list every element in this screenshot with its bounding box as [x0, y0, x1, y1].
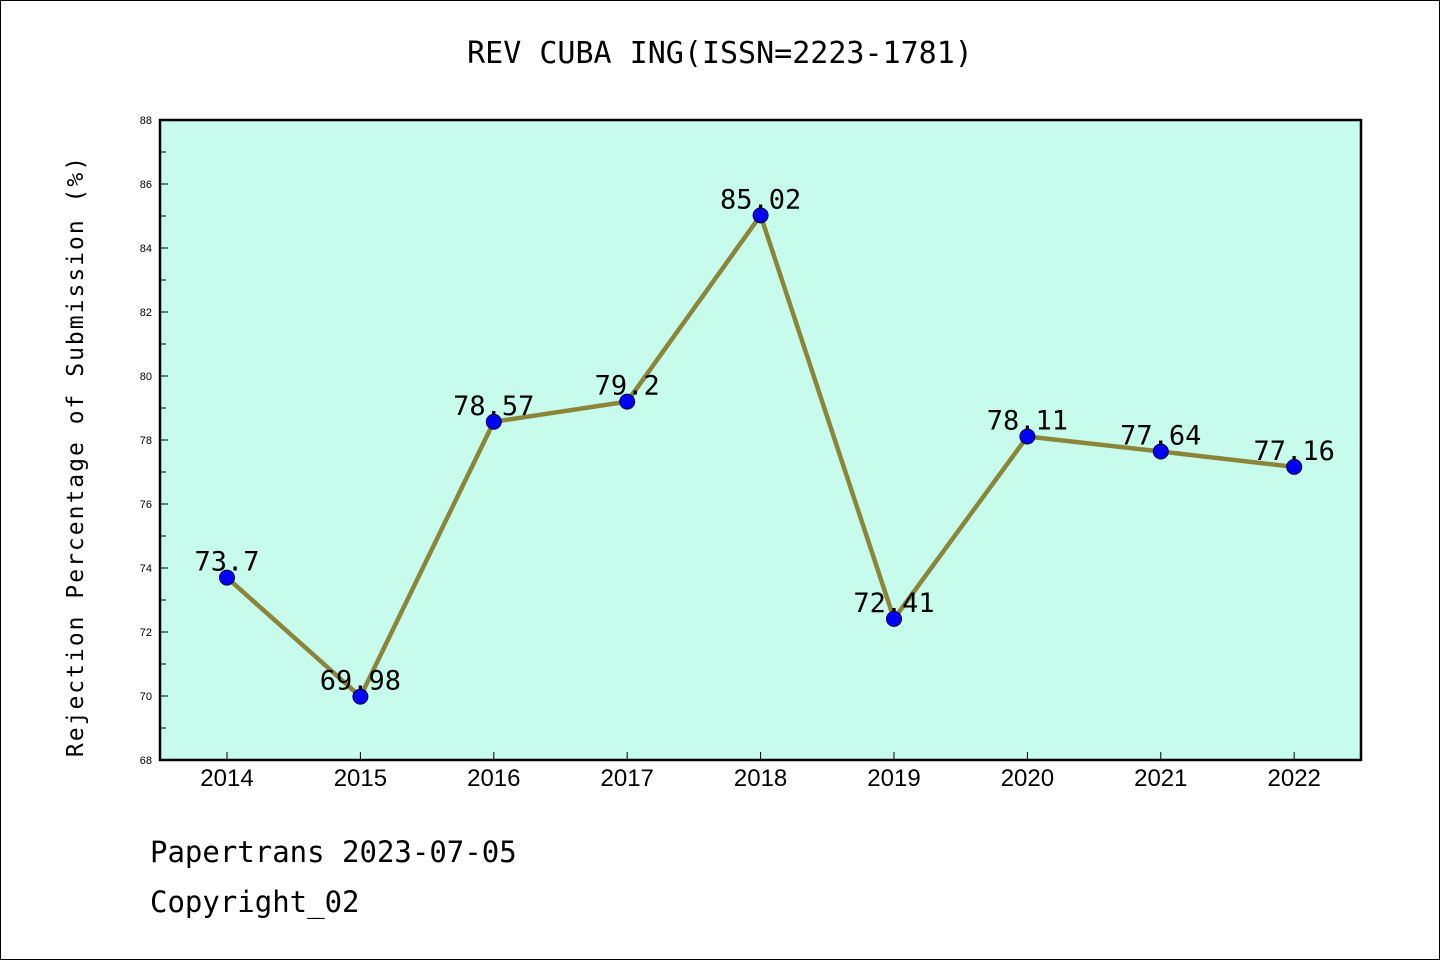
data-label: 85.02 — [720, 184, 801, 215]
y-axis-label: Rejection Percentage of Submission (%) — [63, 154, 89, 758]
y-tick-label: 72 — [140, 627, 152, 639]
y-axis: 68 70 72 74 76 78 80 82 84 86 88 — [140, 115, 168, 767]
y-tick-label: 68 — [140, 755, 152, 767]
plot-area — [158, 118, 1363, 762]
y-tick-label: 78 — [140, 435, 152, 447]
y-tick-label: 86 — [140, 179, 152, 191]
data-point — [219, 569, 235, 586]
y-tick-label: 76 — [140, 499, 152, 511]
data-label: 77.64 — [1120, 421, 1201, 452]
data-label: 77.16 — [1254, 436, 1335, 467]
x-tick-label: 2018 — [734, 765, 787, 792]
data-point — [1286, 458, 1303, 475]
data-point — [886, 610, 902, 627]
data-label: 78.11 — [987, 405, 1068, 436]
data-label: 79.2 — [595, 371, 660, 402]
y-tick-label: 80 — [140, 371, 152, 383]
footer-copyright: Copyright_02 — [150, 885, 360, 919]
x-tick-label: 2021 — [1134, 765, 1187, 792]
data-point — [352, 688, 369, 705]
x-tick-label: 2019 — [867, 765, 920, 792]
y-tick-label: 70 — [140, 691, 152, 703]
chart-title: REV CUBA ING(ISSN=2223-1781) — [467, 36, 973, 71]
x-tick-label: 2015 — [334, 765, 387, 792]
x-tick-label: 2016 — [467, 765, 520, 792]
data-point — [1152, 443, 1169, 460]
data-point — [485, 413, 502, 430]
x-tick-label: 2022 — [1268, 765, 1321, 792]
y-tick-label: 88 — [140, 115, 152, 127]
x-tick-label: 2014 — [200, 765, 253, 792]
footer-date: Papertrans 2023-07-05 — [150, 835, 517, 869]
data-markers — [219, 207, 1303, 705]
x-tick-label: 2020 — [1001, 765, 1054, 792]
y-tick-label: 84 — [140, 243, 152, 255]
data-label: 73.7 — [194, 547, 259, 578]
data-point — [752, 207, 769, 224]
data-point — [619, 393, 636, 410]
data-label: 78.57 — [453, 391, 534, 422]
data-labels: 73.7 69.98 78.57 79.2 85.02 72.41 78.11 77.64 77… — [194, 184, 1334, 696]
x-axis: 2014 2015 2016 2017 2018 2019 2020 2021 2022 — [200, 752, 1321, 792]
data-label: 69.98 — [320, 666, 401, 697]
data-label: 72.41 — [853, 588, 934, 619]
y-tick-label: 74 — [140, 563, 152, 575]
data-point — [1019, 428, 1036, 445]
y-tick-label: 82 — [140, 307, 152, 319]
x-tick-label: 2017 — [601, 765, 654, 792]
